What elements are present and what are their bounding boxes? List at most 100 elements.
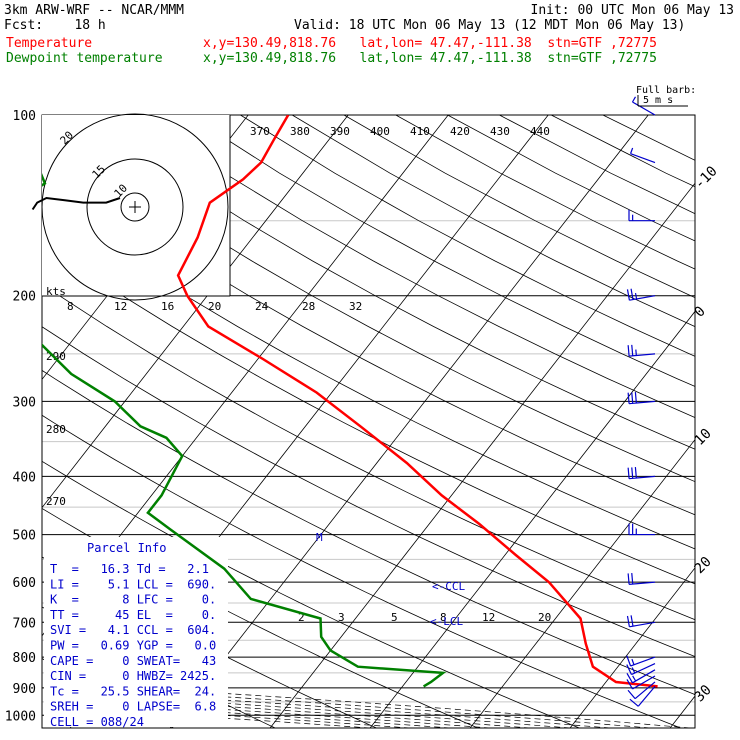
dry-adiabat	[84, 115, 695, 450]
wind-barb-flag	[632, 675, 637, 682]
wind-barb-staff	[629, 475, 656, 480]
wind-barb-flag	[627, 689, 636, 700]
wind-barb-flag	[630, 147, 634, 154]
theta-label: 370	[250, 125, 270, 138]
legend-dewpoint-name: Dewpoint temperature	[6, 51, 163, 66]
parcel-info-row: Tc = 25.5 SHEAR= 24.	[50, 684, 216, 698]
theta-left-label: 270	[46, 495, 66, 508]
theta-label: 430	[490, 125, 510, 138]
dry-adiabat	[42, 326, 695, 658]
wind-barb-flag	[630, 288, 634, 300]
parcel-info-row: CELL = 088/24	[50, 715, 144, 729]
pressure-tick-label: 300	[13, 395, 36, 410]
wind-barb-flag	[631, 573, 634, 585]
theta-label: 400	[370, 125, 390, 138]
hodograph-speed-label: 32	[349, 300, 362, 313]
isotherm	[169, 115, 649, 728]
wind-barb-staff	[630, 656, 656, 667]
wind-barb-staff	[634, 681, 656, 700]
wind-barb-staff	[632, 675, 656, 690]
pressure-tick-label: 900	[13, 682, 36, 697]
wind-barb-flag	[631, 392, 634, 404]
parcel-info-row: T = 16.3 Td = 2.1	[50, 562, 209, 576]
legend-temperature-info: x,y=130.49,818.76 lat,lon= 47.47,-111.38…	[203, 36, 657, 51]
hodograph-trace	[31, 196, 121, 211]
dry-adiabat	[42, 369, 695, 695]
isotherm	[42, 115, 349, 509]
wind-barbs	[626, 96, 656, 707]
dry-adiabat	[42, 160, 695, 516]
isotherm-label: 0	[692, 303, 709, 320]
mixing-ratio-label: 3	[338, 611, 345, 624]
isotherm	[569, 567, 695, 728]
hodograph-speed-label: 16	[161, 300, 174, 313]
wind-barb-staff	[629, 353, 656, 357]
lcl-marker: <-LCL	[430, 615, 463, 628]
pressure-tick-label: 500	[13, 529, 36, 544]
dry-adiabat	[395, 115, 695, 270]
theta-label: 420	[450, 125, 470, 138]
wind-barb-flag	[634, 292, 638, 300]
dry-adiabat	[447, 115, 695, 242]
axis-labels: 1002003004005006007008009001000-10010203…	[5, 109, 721, 724]
wind-barb-flag	[626, 673, 634, 684]
mixing-ratio-label: 12	[482, 611, 495, 624]
mixing-ratio-label: 2	[298, 611, 305, 624]
wind-barb-flag	[631, 658, 635, 665]
dry-adiabat	[291, 115, 695, 328]
pressure-tick-label: 400	[13, 470, 36, 485]
theta-label: 380	[290, 125, 310, 138]
isotherm	[469, 438, 695, 728]
dry-adiabat	[42, 460, 580, 728]
parcel-info-box: Parcel Info T = 16.3 Td = 2.1LI = 5.1 LC…	[44, 537, 228, 729]
wind-barb-staff	[630, 153, 656, 164]
wind-barb-flag	[634, 392, 637, 404]
temperature-series-line	[176, 115, 658, 688]
isotherm	[369, 310, 695, 728]
parcel-info-row: CIN = 0 HWBZ= 2425.	[50, 669, 216, 683]
wind-barb-staff	[637, 685, 656, 707]
mixing-ratio-label: 8	[440, 611, 447, 624]
isotherm	[42, 115, 49, 124]
plot-frame	[41, 114, 696, 729]
wind-barb-flag	[635, 349, 637, 356]
dry-adiabat	[42, 200, 695, 550]
hodograph-speed-label: 12	[114, 300, 127, 313]
wind-barb-flag	[627, 392, 630, 404]
isotherm	[269, 182, 695, 728]
dry-adiabat	[551, 115, 695, 188]
mixing-ratio-label: 5	[391, 611, 398, 624]
wind-barb-flag	[627, 345, 630, 357]
parcel-info-row: K = 8 LFC = 0.	[50, 593, 216, 607]
dry-adiabat	[42, 120, 695, 483]
dry-adiabat	[42, 283, 695, 621]
wind-barb-staff	[632, 101, 656, 116]
wind-barb-flag	[634, 467, 637, 479]
valid-time: Valid: 18 UTC Mon 06 May 13 (12 MDT Mon …	[294, 18, 686, 33]
pressure-tick-label: 700	[13, 616, 36, 631]
wind-barb-staff	[629, 400, 656, 405]
mixing-ratio-label: 20	[538, 611, 551, 624]
wind-barb-flag	[630, 615, 634, 627]
parcel-info-row: TT = 45 EL = 0.	[50, 608, 216, 622]
dry-adiabat	[42, 414, 681, 728]
pressure-tick-label: 200	[13, 290, 36, 305]
pressure-tick-label: 100	[13, 109, 36, 124]
theta-label: 410	[410, 125, 430, 138]
dry-adiabat	[188, 115, 695, 387]
model-title: 3km ARW-WRF -- NCAR/MMM	[4, 3, 185, 18]
wind-barb-flag	[631, 467, 634, 479]
wind-barb-staff	[631, 663, 656, 676]
full-barb-label: Full barb:	[636, 85, 696, 96]
theta-label: 440	[530, 125, 550, 138]
ccl-marker: <-CCL	[432, 580, 465, 593]
wind-barb-flag	[626, 289, 630, 301]
dry-adiabat	[136, 115, 695, 418]
parcel-info-row: LI = 5.1 LCL = 690.	[50, 577, 216, 591]
hodograph-speed-label: 28	[302, 300, 315, 313]
wind-barb-staff	[632, 669, 656, 684]
legend-temperature-name: Temperature	[6, 36, 93, 51]
wind-barb-flag	[631, 667, 636, 674]
m-marker: M	[316, 531, 323, 544]
